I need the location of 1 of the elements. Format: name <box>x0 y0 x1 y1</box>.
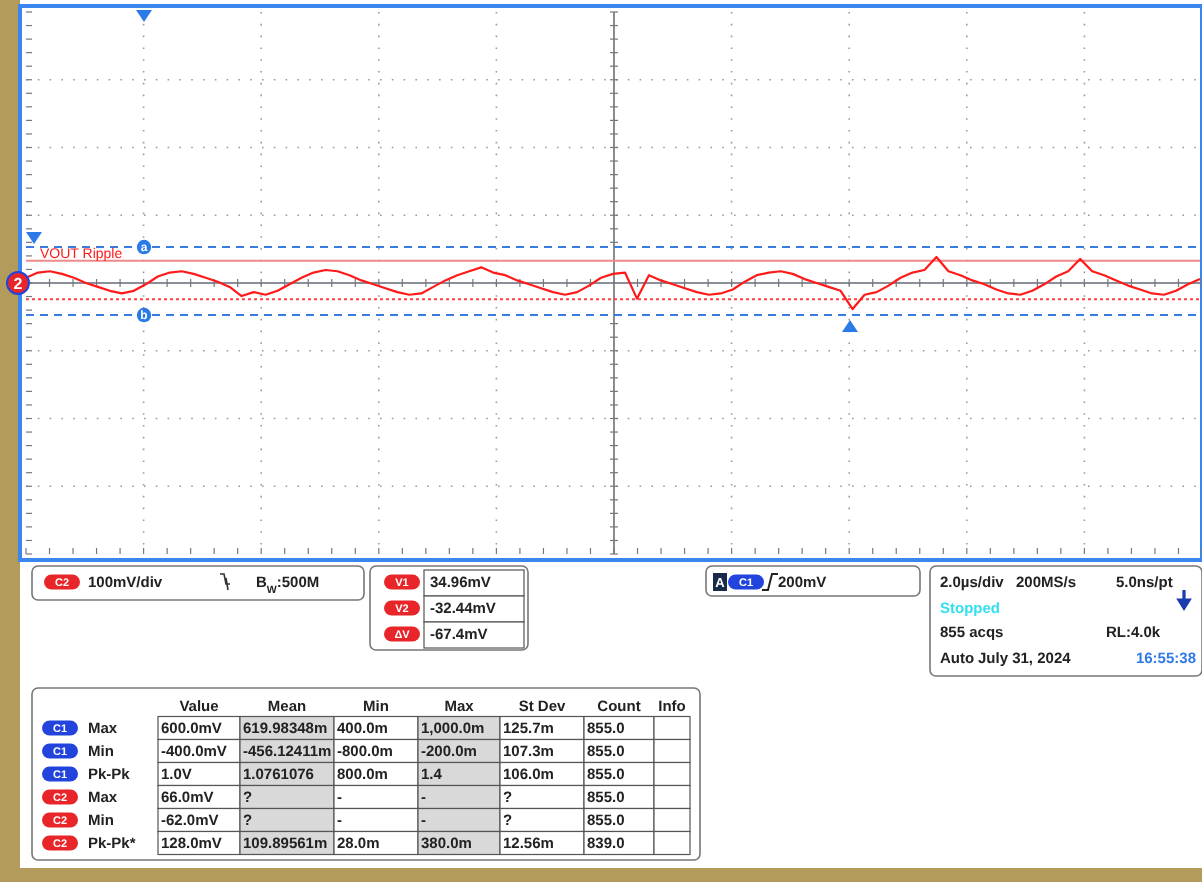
text: 2 <box>13 275 24 293</box>
